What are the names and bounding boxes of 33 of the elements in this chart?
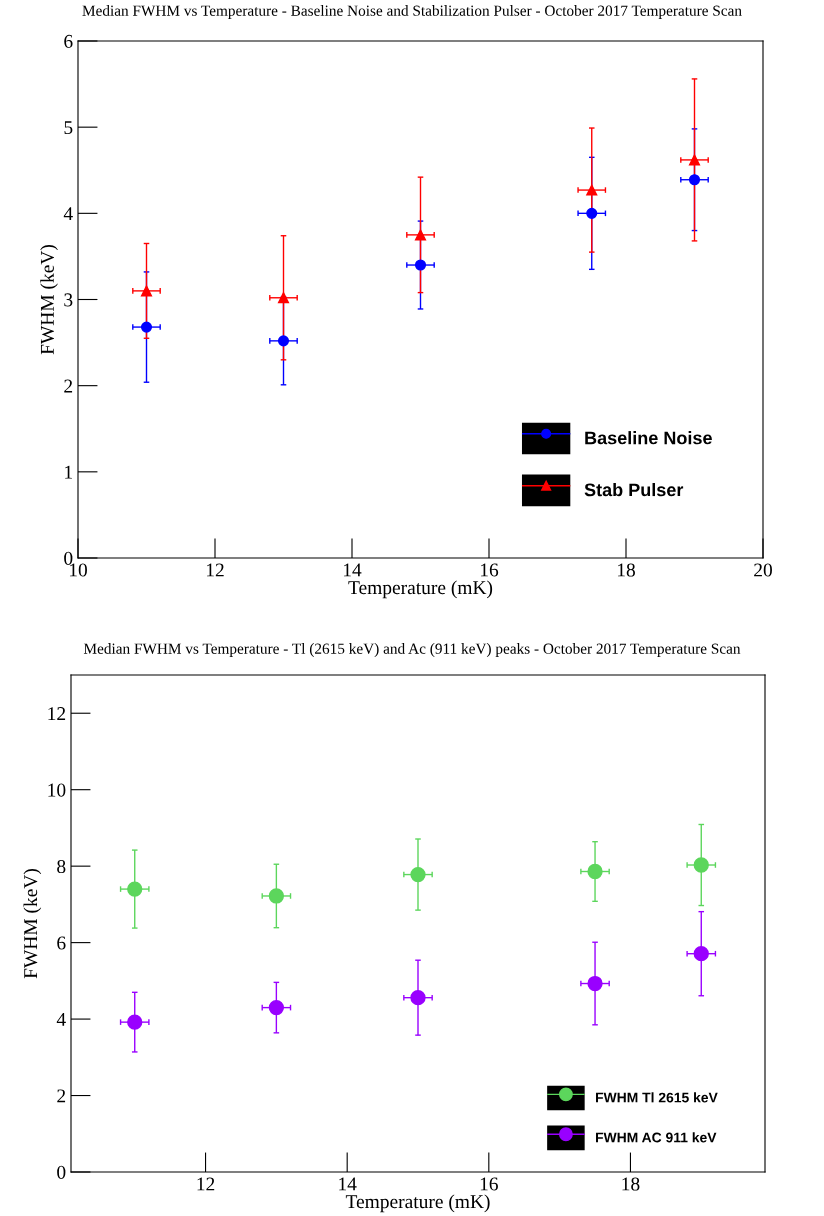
x-tick-label: 18 — [622, 1177, 640, 1191]
x-tick-label: 14 — [343, 563, 362, 577]
x-tick-label: 16 — [480, 1177, 498, 1191]
x-tick-label: 12 — [206, 563, 224, 577]
chart-title: Median FWHM vs Temperature - Tl (2615 keV) and Ac (911 keV) peaks - October 2017 Temperature Scan — [83, 643, 741, 657]
y-tick-label: 8 — [57, 859, 66, 874]
y-tick-label: 4 — [63, 207, 73, 221]
x-tick-label: 14 — [339, 1177, 357, 1191]
x-axis-title: Temperature (mK) — [348, 580, 493, 599]
y-tick-label: 4 — [56, 1013, 66, 1026]
y-tick-label: 2 — [57, 1089, 66, 1103]
y-axis-title: FWHM (keV) — [40, 245, 58, 355]
y-tick-label: 0 — [57, 1165, 66, 1179]
x-tick-label: 20 — [754, 563, 772, 577]
x-tick-label: 12 — [197, 1177, 215, 1191]
y-tick-label: 2 — [64, 379, 73, 393]
y-tick-label: 0 — [64, 551, 73, 565]
y-tick-label: 5 — [64, 121, 73, 135]
legend-label: FWHM Tl 2615 keV — [596, 1092, 718, 1103]
y-tick-label: 1 — [65, 465, 72, 479]
legend-label: Baseline Noise — [585, 431, 712, 445]
y-tick-label: 3 — [64, 293, 73, 307]
y-tick-label: 6 — [57, 936, 66, 950]
y-axis-title: FWHM (keV) — [23, 869, 42, 979]
x-axis-title: Temperature (mK) — [345, 1194, 490, 1213]
y-tick-label: 6 — [64, 34, 73, 48]
x-tick-label: 16 — [480, 563, 499, 577]
legend-label: FWHM AC 911 keV — [596, 1132, 717, 1143]
chart-title: Median FWHM vs Temperature - Baseline Noise and Stabilization Pulser - October 2017 Temperature Scan — [82, 5, 742, 19]
x-tick-label: 18 — [617, 563, 635, 577]
y-tick-label: 10 — [48, 783, 66, 797]
legend-label: Stab Pulser — [584, 483, 684, 497]
y-tick-label: 12 — [48, 707, 66, 720]
